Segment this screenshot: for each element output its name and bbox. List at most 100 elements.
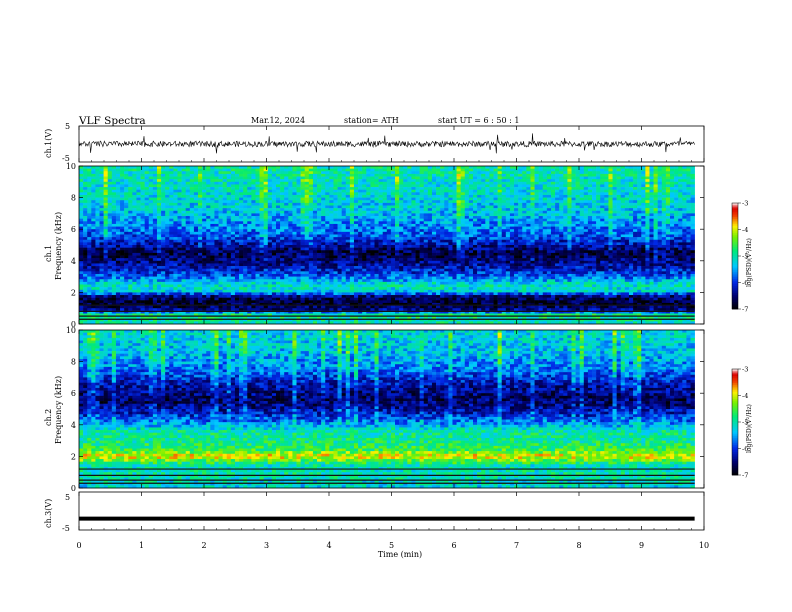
spectrogram-cell	[111, 237, 117, 241]
spectrogram-cell	[284, 247, 289, 251]
spectrogram-cell	[243, 226, 248, 230]
spectrogram-cell	[185, 210, 191, 214]
spectrogram-cell	[239, 192, 244, 196]
spectrogram-cell	[193, 179, 199, 183]
spectrogram-cell	[271, 302, 277, 306]
spectrogram-cell	[111, 187, 117, 190]
spectrogram-cell	[288, 168, 293, 172]
spectrogram-cell	[296, 252, 301, 256]
spectrogram-cell	[144, 202, 150, 206]
spectrogram-cell	[218, 268, 223, 272]
spectrogram-cell	[132, 205, 137, 209]
spectrogram-cell	[366, 305, 371, 309]
spectrogram-cell	[255, 194, 260, 198]
spectrogram-cell	[288, 305, 293, 309]
spectrogram-cell	[374, 255, 379, 259]
spectrogram-cell	[345, 276, 351, 280]
spectrogram-cell	[403, 173, 408, 177]
spectrogram-cell	[103, 263, 109, 267]
spectrogram-cell	[103, 210, 109, 214]
spectrogram-cell	[333, 210, 338, 214]
spectrogram-cell	[165, 208, 170, 212]
spectrogram-cell	[230, 194, 236, 198]
spectrogram-cell	[239, 279, 244, 283]
spectrogram-cell	[83, 268, 88, 272]
spectrogram-cell	[288, 166, 293, 169]
spectrogram-cell	[128, 205, 133, 209]
spectrogram-cell	[124, 300, 129, 304]
spectrogram-cell	[321, 200, 326, 204]
spectrogram-cell	[226, 310, 232, 314]
spectrogram-cell	[341, 192, 347, 196]
spectrogram-cell	[308, 310, 314, 314]
spectrogram-cell	[128, 231, 133, 235]
spectrogram-cell	[308, 300, 314, 304]
spectrogram-cell	[87, 273, 92, 277]
spectrogram-cell	[317, 166, 322, 169]
spectrogram-cell	[189, 226, 195, 230]
spectrogram-cell	[214, 295, 219, 298]
spectrogram-cell	[161, 231, 166, 235]
spectrogram-cell	[317, 192, 322, 196]
spectrogram-cell	[296, 210, 301, 214]
spectrogram-cell	[304, 200, 310, 204]
spectrogram-cell	[140, 297, 145, 301]
spectrogram-cell	[234, 210, 240, 214]
spectrogram-cell	[148, 292, 154, 296]
spectrogram-cell	[148, 205, 154, 209]
spectrogram-cell	[259, 176, 264, 180]
spectrogram-cell	[308, 281, 314, 285]
spectrogram-cell	[325, 223, 330, 227]
spectrogram-cell	[329, 218, 334, 222]
spectrogram-cell	[169, 237, 174, 241]
spectrogram-cell	[148, 234, 154, 238]
spectrogram-cell	[99, 166, 104, 169]
spectrogram-cell	[136, 287, 141, 291]
spectrogram-cell	[345, 266, 351, 269]
spectrogram-cell	[152, 318, 158, 322]
spectrogram-cell	[317, 321, 322, 325]
spectrogram-cell	[358, 271, 363, 275]
spectrogram-cell	[255, 263, 260, 267]
spectrogram-cell	[140, 292, 145, 296]
spectrogram-cell	[111, 247, 117, 251]
spectrogram-cell	[193, 234, 199, 238]
spectrogram-cell	[128, 242, 133, 246]
spectrogram-cell	[210, 176, 215, 180]
spectrogram-cell	[136, 258, 141, 262]
spectrogram-cell	[99, 279, 104, 283]
spectrogram-cell	[91, 168, 96, 172]
spectrogram-cell	[132, 213, 137, 217]
spectrogram-cell	[87, 226, 92, 230]
spectrogram-cell	[226, 318, 232, 322]
spectrogram-cell	[284, 237, 289, 241]
spectrogram-cell	[165, 310, 170, 314]
spectrogram-cell	[349, 192, 355, 196]
spectrogram-cell	[189, 218, 195, 222]
spectrogram-cell	[107, 273, 113, 277]
spectrogram-cell	[284, 250, 289, 254]
spectrogram-cell	[124, 313, 129, 317]
spectrogram-cell	[358, 197, 363, 201]
spectrogram-cell	[259, 197, 264, 201]
spectrogram-cell	[407, 221, 412, 225]
spectrogram-cell	[87, 252, 92, 256]
spectrogram-cell	[267, 281, 273, 285]
spectrogram-cell	[358, 276, 363, 280]
spectrogram-cell	[280, 271, 285, 275]
spectrogram-cell	[148, 221, 154, 225]
spectrogram-cell	[161, 242, 166, 246]
spectrogram-cell	[325, 313, 330, 317]
spectrogram-cell	[111, 226, 117, 230]
spectrogram-cell	[321, 271, 326, 275]
spectrogram-cell	[358, 308, 363, 312]
spectrogram-cell	[234, 258, 240, 262]
spectrogram-cell	[198, 171, 203, 175]
spectrogram-cell	[91, 179, 96, 183]
spectrogram-cell	[136, 194, 141, 198]
spectrogram-cell	[333, 194, 338, 198]
spectrogram-cell	[169, 179, 174, 183]
spectrogram-cell	[411, 192, 416, 196]
spectrogram-cell	[358, 281, 363, 285]
spectrogram-cell	[185, 302, 191, 306]
